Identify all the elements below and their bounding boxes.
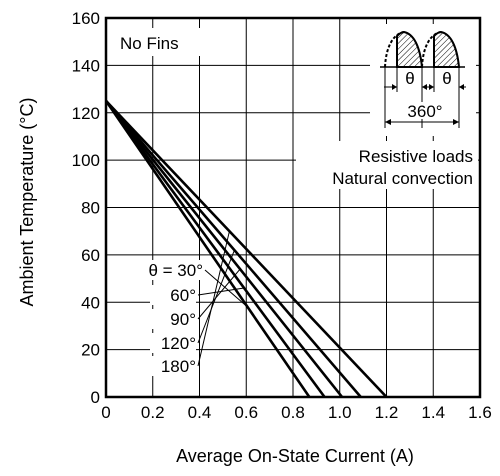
series-line bbox=[105, 100, 362, 398]
series-line bbox=[104, 100, 311, 398]
no-fins-label: No Fins bbox=[120, 34, 179, 53]
series-label: 60° bbox=[170, 286, 196, 305]
series-lines bbox=[104, 100, 388, 398]
x-tick-label: 1.2 bbox=[375, 403, 399, 422]
y-axis-title: Ambient Temperature (°C) bbox=[17, 98, 37, 307]
theta-label-1: θ bbox=[405, 69, 414, 88]
waveform-conduction-2 bbox=[433, 30, 461, 68]
series-line bbox=[104, 100, 326, 398]
x-tick-label: 0.2 bbox=[141, 403, 165, 422]
series-label-bg bbox=[150, 356, 196, 376]
x-tick-label: 0 bbox=[101, 403, 110, 422]
tick-labels: 0 0.2 0.4 0.6 0.8 1.0 1.2 1.4 1.6 0 20 40 60 80 100 120… bbox=[72, 9, 492, 422]
series-label-bg bbox=[150, 309, 196, 329]
waveform-conduction-1 bbox=[396, 30, 424, 68]
series-label: 180° bbox=[161, 357, 196, 376]
y-tick-label: 40 bbox=[81, 293, 100, 312]
x-tick-label: 0.8 bbox=[281, 403, 305, 422]
y-tick-label: 100 bbox=[72, 151, 100, 170]
series-leader-line bbox=[197, 231, 230, 367]
waveform-dashed-rise-1 bbox=[384, 31, 405, 68]
y-tick-label: 20 bbox=[81, 341, 100, 360]
x-tick-label: 1.4 bbox=[421, 403, 445, 422]
x-tick-label: 0.4 bbox=[188, 403, 212, 422]
series-line bbox=[105, 100, 388, 398]
no-fins-label-box: No Fins bbox=[113, 28, 200, 56]
conditions-box: Resistive loads Natural convection bbox=[296, 141, 478, 189]
y-tick-label: 140 bbox=[72, 56, 100, 75]
natural-convection-label: Natural convection bbox=[332, 169, 473, 188]
period-label: 360° bbox=[407, 102, 442, 121]
series-leader-line bbox=[204, 269, 248, 308]
series-line bbox=[104, 100, 344, 398]
series-leader-line bbox=[197, 268, 241, 320]
y-tick-label: 60 bbox=[81, 246, 100, 265]
series-label: θ = 30° bbox=[148, 261, 203, 280]
x-tick-label: 1.6 bbox=[468, 403, 492, 422]
series-label-bg bbox=[150, 333, 196, 353]
series-label: 90° bbox=[170, 310, 196, 329]
series-leader-line bbox=[197, 249, 235, 344]
x-tick-label: 1.0 bbox=[328, 403, 352, 422]
x-tick-label: 0.6 bbox=[234, 403, 258, 422]
resistive-loads-label: Resistive loads bbox=[359, 147, 473, 166]
waveform-diagram: θ θ 360° bbox=[370, 24, 476, 136]
x-axis-title: Average On-State Current (A) bbox=[176, 446, 414, 466]
y-tick-label: 80 bbox=[81, 199, 100, 218]
series-label-bg bbox=[107, 260, 203, 280]
y-tick-label: 120 bbox=[72, 104, 100, 123]
plot-frame bbox=[104, 16, 482, 399]
y-tick-label: 160 bbox=[72, 9, 100, 28]
y-tick-label: 0 bbox=[91, 388, 100, 407]
theta-label-2: θ bbox=[442, 69, 451, 88]
series-labels: θ = 30° 60° 90° 120° 180° bbox=[107, 231, 248, 376]
series-label: 120° bbox=[161, 334, 196, 353]
series-label-bg bbox=[150, 285, 196, 305]
waveform-dashed-rise-2 bbox=[421, 31, 442, 68]
